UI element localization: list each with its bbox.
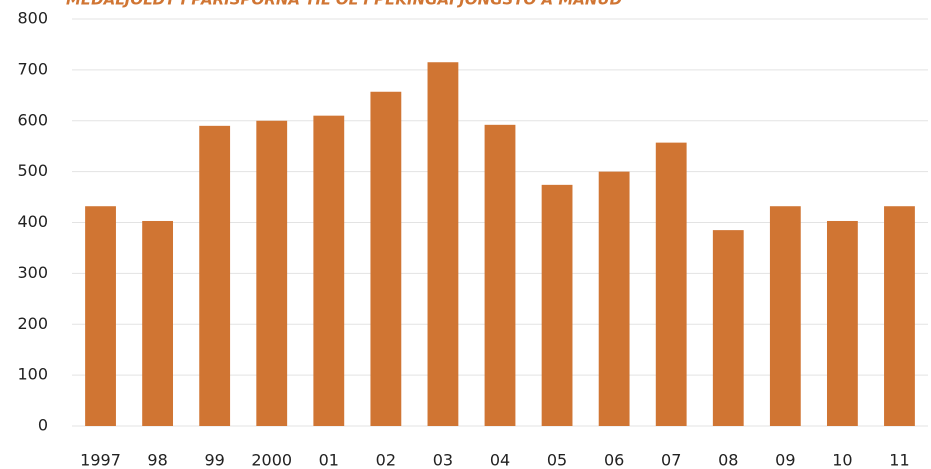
bar <box>826 220 858 426</box>
x-tick-label: 99 <box>204 451 224 469</box>
bar <box>85 206 116 426</box>
y-tick-label: 500 <box>17 161 48 180</box>
y-tick-label: 600 <box>17 110 48 129</box>
bar <box>884 206 915 426</box>
bar <box>256 120 288 426</box>
y-tick-label: 400 <box>17 212 48 231</box>
bar <box>427 62 459 427</box>
chart-title: MEDALJOLDT I PARISPORNA TIL OL I PEKINGA… <box>66 0 622 9</box>
x-tick-label: 09 <box>775 451 795 469</box>
x-tick-label: 08 <box>718 451 738 469</box>
x-tick-label: 06 <box>604 451 624 469</box>
x-tick-label: 98 <box>147 451 167 469</box>
bar <box>541 184 573 426</box>
x-tick-label: 03 <box>433 451 453 469</box>
x-tick-label: 04 <box>490 451 510 469</box>
x-tick-label: 2000 <box>251 451 292 469</box>
y-tick-label: 200 <box>17 314 48 333</box>
y-tick-label: 0 <box>38 416 48 435</box>
bar <box>598 171 630 426</box>
bar <box>712 230 744 426</box>
x-tick-label: 11 <box>889 451 909 469</box>
bar <box>199 125 231 427</box>
x-tick-label: 05 <box>547 451 567 469</box>
x-tick-label: 10 <box>832 451 852 469</box>
bar <box>769 206 801 426</box>
bar <box>370 91 402 426</box>
y-tick-label: 100 <box>17 365 48 384</box>
y-tick-label: 300 <box>17 263 48 282</box>
y-tick-label: 800 <box>17 9 48 28</box>
x-tick-label: 02 <box>376 451 396 469</box>
x-tick-label: 07 <box>661 451 681 469</box>
bar <box>484 124 516 426</box>
x-tick-label: 01 <box>319 451 339 469</box>
bar <box>313 115 345 426</box>
x-tick-label: 1997 <box>80 451 121 469</box>
bar <box>142 220 174 426</box>
y-tick-label: 700 <box>17 59 48 78</box>
bar <box>655 142 687 426</box>
